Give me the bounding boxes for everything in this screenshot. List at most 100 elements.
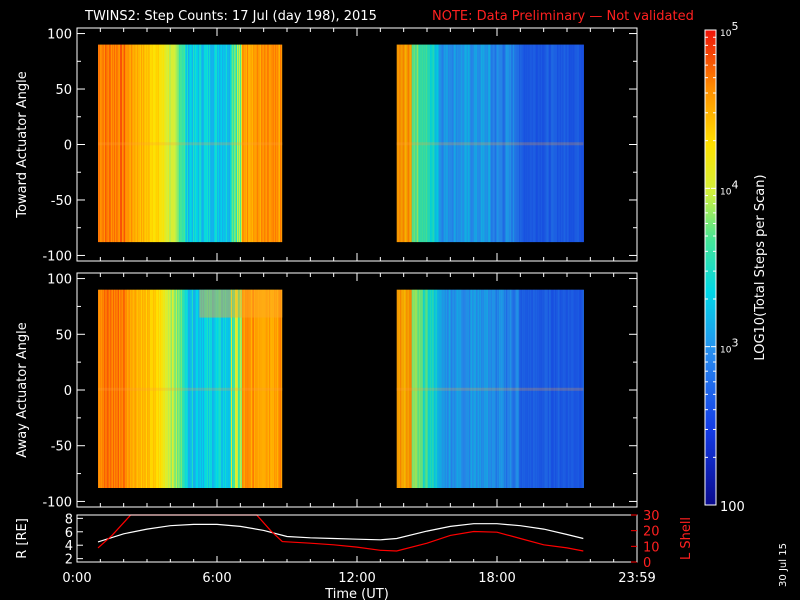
- colorbar-cell: [705, 401, 716, 403]
- heatmap-cell: [99, 289, 101, 488]
- heatmap-cell: [245, 44, 247, 243]
- heatmap-cell: [238, 44, 240, 243]
- heatmap-cell: [420, 44, 422, 243]
- heatmap-cell: [470, 44, 472, 243]
- heatmap-cell: [234, 289, 236, 488]
- heatmap-cell: [198, 289, 200, 488]
- heatmap-cell: [544, 44, 546, 243]
- heatmap-cell: [199, 289, 201, 488]
- heatmap-cell: [550, 289, 552, 488]
- heatmap-cell: [259, 289, 261, 488]
- colorbar-cell: [705, 31, 716, 33]
- colorbar-cell: [705, 176, 716, 178]
- heatmap-cell: [546, 289, 548, 488]
- heatmap-cell: [493, 44, 495, 243]
- ytick-label: 0: [64, 384, 72, 399]
- colorbar-cell: [705, 330, 716, 332]
- heatmap-cell: [127, 289, 129, 488]
- colorbar-cell: [705, 363, 716, 365]
- heatmap-cell: [102, 289, 104, 488]
- colorbar-cell: [705, 418, 716, 420]
- colorbar-cell: [705, 448, 716, 450]
- heatmap-cell: [108, 44, 110, 243]
- colorbar-cell: [705, 255, 716, 257]
- heatmap-cell: [511, 44, 513, 243]
- heatmap-cell: [579, 289, 581, 488]
- colorbar-cell: [705, 200, 716, 202]
- heatmap-cell: [105, 289, 107, 488]
- colorbar-cell: [705, 303, 716, 305]
- heatmap-cell: [127, 44, 129, 243]
- heatmap-cell: [493, 289, 495, 488]
- heatmap-cell: [257, 44, 259, 243]
- heatmap-cell: [148, 44, 150, 243]
- colorbar-cell: [705, 73, 716, 75]
- heatmap-cell: [454, 289, 456, 488]
- heatmap-cell: [462, 44, 464, 243]
- heatmap-cell: [266, 44, 268, 243]
- colorbar-cell: [705, 376, 716, 378]
- colorbar-cell: [705, 91, 716, 93]
- colorbar-cell: [705, 66, 716, 68]
- heatmap-cell: [194, 44, 196, 243]
- heatmap-cell: [219, 44, 221, 243]
- colorbar-cell: [705, 446, 716, 448]
- colorbar-cell: [705, 495, 716, 497]
- colorbar-cell: [705, 300, 716, 302]
- heatmap-cell: [428, 289, 430, 488]
- heatmap-cell: [408, 44, 410, 243]
- heatmap-cell: [134, 289, 136, 488]
- heatmap-cell: [417, 44, 419, 243]
- heatmap-cell: [201, 289, 203, 488]
- heatmap-cell: [109, 289, 111, 488]
- colorbar-cell: [705, 249, 716, 251]
- heatmap-cell: [109, 44, 111, 243]
- heatmap-cell: [537, 289, 539, 488]
- heatmap-cell: [101, 289, 103, 488]
- colorbar-cell: [705, 253, 716, 255]
- colorbar-cell: [705, 141, 716, 143]
- heatmap-cell: [190, 44, 192, 243]
- colorbar-cell: [705, 319, 716, 321]
- colorbar-cell: [705, 426, 716, 428]
- colorbar-cell: [705, 201, 716, 203]
- colorbar-cell: [705, 93, 716, 95]
- heatmap-cell: [414, 289, 416, 488]
- heatmap-cell: [577, 289, 579, 488]
- heatmap-cell: [151, 289, 153, 488]
- heatmap-cell: [473, 289, 475, 488]
- colorbar-cell: [705, 87, 716, 89]
- heatmap-cell: [275, 44, 277, 243]
- heatmap-cell: [398, 44, 400, 243]
- heatmap-cell: [551, 289, 553, 488]
- heatmap-cell: [523, 289, 525, 488]
- colorbar-cell: [705, 407, 716, 409]
- heatmap-cell: [519, 289, 521, 488]
- colorbar-tick-label: 100: [720, 500, 745, 515]
- heatmap-cell: [164, 289, 166, 488]
- colorbar-cell: [705, 148, 716, 150]
- heatmap-cell: [156, 44, 158, 243]
- colorbar-cell: [705, 288, 716, 290]
- colorbar-cell: [705, 374, 716, 376]
- heatmap-cell: [118, 289, 120, 488]
- heatmap-cell: [512, 289, 514, 488]
- colorbar-cell: [705, 221, 716, 223]
- heatmap-cell: [494, 44, 496, 243]
- heatmap-cell: [212, 44, 214, 243]
- colorbar-cell: [705, 158, 716, 160]
- colorbar-cell: [705, 207, 716, 209]
- colorbar-frame: [704, 29, 717, 506]
- heatmap-cell: [499, 44, 501, 243]
- colorbar-cell: [705, 242, 716, 244]
- colorbar-cell: [705, 439, 716, 441]
- heatmap-cell: [427, 44, 429, 243]
- heatmap-cell: [273, 44, 275, 243]
- y-axis-label: Away Actuator Angle: [15, 322, 30, 457]
- colorbar-cell: [705, 225, 716, 227]
- colorbar-cell: [705, 472, 716, 474]
- heatmap-cell: [557, 44, 559, 243]
- colorbar-cell: [705, 273, 716, 275]
- colorbar-cell: [705, 386, 716, 388]
- heatmap-cell: [123, 289, 125, 488]
